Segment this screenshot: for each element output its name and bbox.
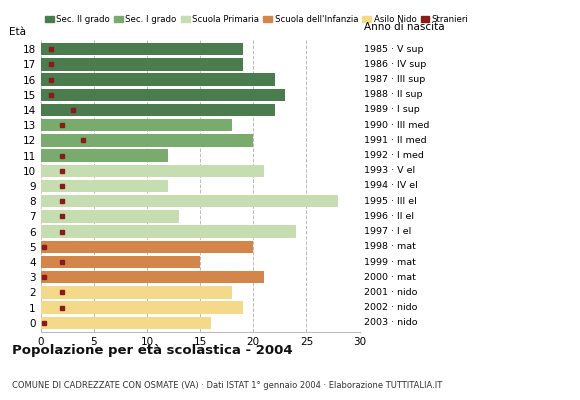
Bar bbox=[41, 317, 211, 329]
Text: Anno di nascita: Anno di nascita bbox=[364, 22, 444, 32]
Bar bbox=[41, 43, 242, 55]
Bar bbox=[41, 195, 338, 208]
Bar bbox=[41, 88, 285, 101]
Bar bbox=[41, 210, 179, 223]
Bar bbox=[41, 134, 253, 147]
Text: Popolazione per età scolastica - 2004: Popolazione per età scolastica - 2004 bbox=[12, 344, 292, 357]
Bar bbox=[41, 58, 242, 70]
Bar bbox=[41, 164, 264, 177]
Text: 1996 · II el: 1996 · II el bbox=[364, 212, 414, 221]
Text: 1999 · mat: 1999 · mat bbox=[364, 258, 416, 266]
Text: 2001 · nido: 2001 · nido bbox=[364, 288, 417, 297]
Text: 2003 · nido: 2003 · nido bbox=[364, 318, 418, 327]
Text: 1997 · I el: 1997 · I el bbox=[364, 227, 411, 236]
Bar bbox=[41, 180, 168, 192]
Text: 1985 · V sup: 1985 · V sup bbox=[364, 45, 423, 54]
Legend: Sec. II grado, Sec. I grado, Scuola Primaria, Scuola dell'Infanzia, Asilo Nido, : Sec. II grado, Sec. I grado, Scuola Prim… bbox=[45, 15, 469, 24]
Bar bbox=[41, 225, 296, 238]
Text: 1994 · IV el: 1994 · IV el bbox=[364, 182, 418, 190]
Bar bbox=[41, 240, 253, 253]
Bar bbox=[41, 286, 232, 299]
Text: Età: Età bbox=[9, 27, 26, 37]
Bar bbox=[41, 302, 242, 314]
Text: 1995 · III el: 1995 · III el bbox=[364, 197, 416, 206]
Bar bbox=[41, 271, 264, 284]
Text: 1988 · II sup: 1988 · II sup bbox=[364, 90, 422, 99]
Bar bbox=[41, 104, 274, 116]
Text: 2000 · mat: 2000 · mat bbox=[364, 273, 416, 282]
Bar bbox=[41, 149, 168, 162]
Text: 2002 · nido: 2002 · nido bbox=[364, 303, 417, 312]
Text: COMUNE DI CADREZZATE CON OSMATE (VA) · Dati ISTAT 1° gennaio 2004 · Elaborazione: COMUNE DI CADREZZATE CON OSMATE (VA) · D… bbox=[12, 381, 442, 390]
Text: 1992 · I med: 1992 · I med bbox=[364, 151, 424, 160]
Text: 1989 · I sup: 1989 · I sup bbox=[364, 106, 420, 114]
Bar bbox=[41, 73, 274, 86]
Text: 1998 · mat: 1998 · mat bbox=[364, 242, 416, 251]
Text: 1987 · III sup: 1987 · III sup bbox=[364, 75, 425, 84]
Bar bbox=[41, 119, 232, 132]
Text: 1991 · II med: 1991 · II med bbox=[364, 136, 426, 145]
Text: 1986 · IV sup: 1986 · IV sup bbox=[364, 60, 426, 69]
Bar bbox=[41, 256, 200, 268]
Text: 1990 · III med: 1990 · III med bbox=[364, 121, 429, 130]
Text: 1993 · V el: 1993 · V el bbox=[364, 166, 415, 175]
